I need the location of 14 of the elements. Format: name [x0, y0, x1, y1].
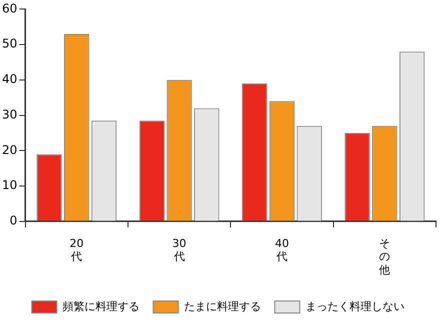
y-tick-label: 60: [2, 1, 18, 16]
legend-label: まったく料理しない: [305, 300, 404, 313]
x-tick-label: その他: [379, 236, 390, 276]
y-tick-label: 10: [2, 178, 18, 192]
y-tick-label: 30: [2, 107, 18, 122]
x-tick-label: 20代: [70, 236, 84, 264]
y-tick-label: 50: [2, 36, 18, 51]
legend-label: 頻繁に料理する: [62, 300, 140, 313]
x-tick-label: 40代: [274, 236, 289, 264]
y-tick-label: 20: [2, 142, 18, 157]
y-tick-label: 0: [10, 214, 18, 228]
legend-label: たまに料理する: [184, 300, 261, 313]
x-tick-label: 30代: [172, 236, 186, 264]
y-tick-label: 40: [2, 72, 18, 86]
